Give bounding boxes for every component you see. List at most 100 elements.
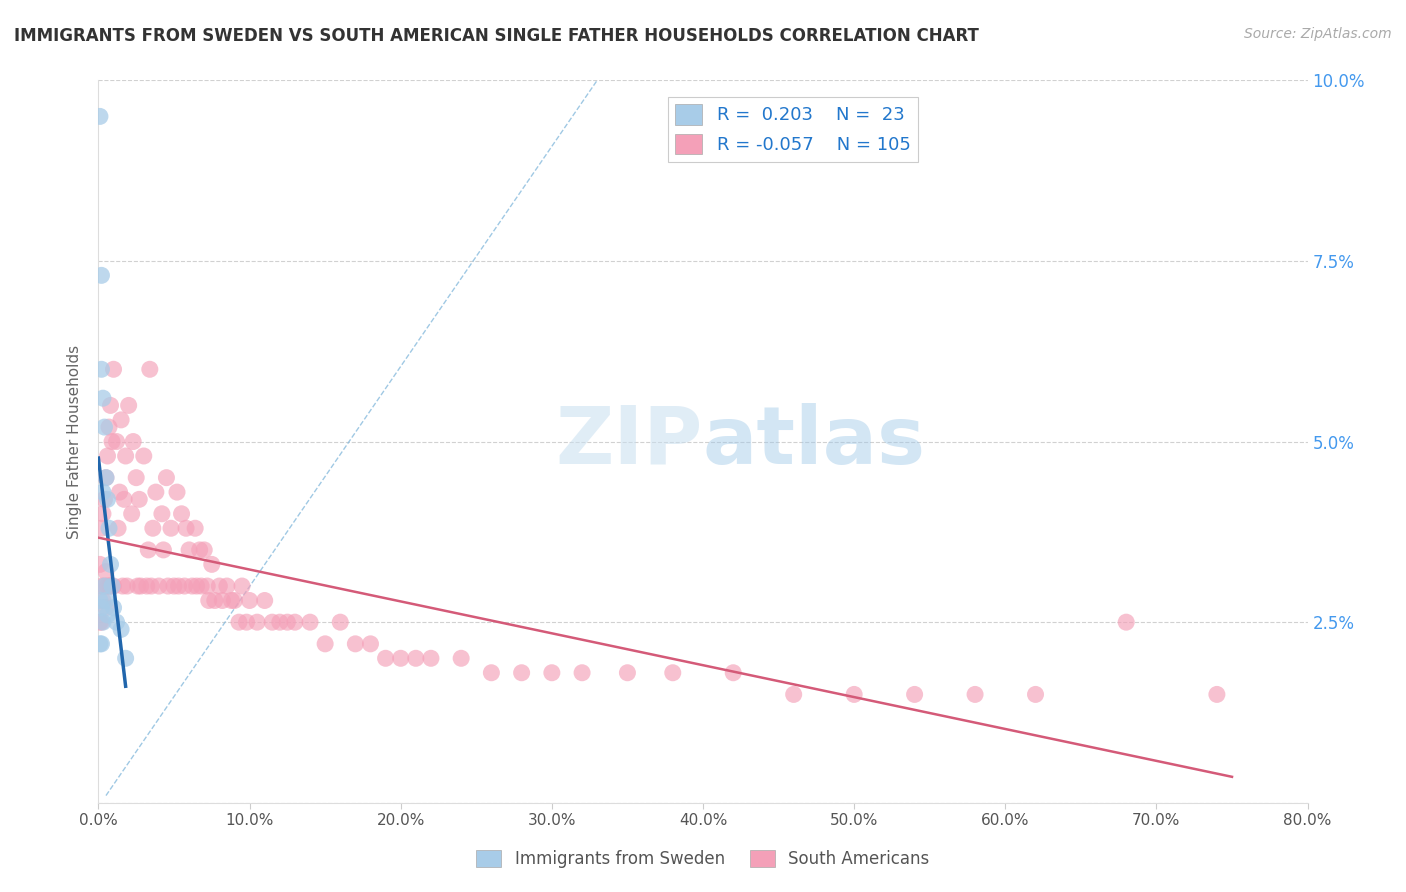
Point bbox=[616, 665, 638, 680]
Point bbox=[135, 579, 157, 593]
Point bbox=[163, 579, 186, 593]
Point bbox=[121, 507, 143, 521]
Text: atlas: atlas bbox=[703, 402, 927, 481]
Point bbox=[299, 615, 322, 630]
Point bbox=[193, 542, 215, 557]
Point bbox=[105, 615, 128, 630]
Point bbox=[173, 579, 195, 593]
Point bbox=[783, 687, 806, 701]
Point bbox=[228, 615, 250, 630]
Point bbox=[197, 593, 219, 607]
Point bbox=[174, 521, 197, 535]
Point bbox=[91, 391, 114, 405]
Point bbox=[141, 579, 163, 593]
Point bbox=[107, 521, 129, 535]
Point bbox=[100, 398, 122, 412]
Point bbox=[96, 579, 118, 593]
Point bbox=[105, 434, 128, 449]
Point bbox=[150, 507, 173, 521]
Point bbox=[114, 651, 136, 665]
Point bbox=[110, 413, 132, 427]
Point bbox=[115, 579, 138, 593]
Point bbox=[181, 579, 204, 593]
Legend: R =  0.203    N =  23, R = -0.057    N = 105: R = 0.203 N = 23, R = -0.057 N = 105 bbox=[668, 96, 918, 161]
Text: ZIP: ZIP bbox=[555, 402, 703, 481]
Point bbox=[103, 600, 125, 615]
Point bbox=[103, 362, 125, 376]
Point bbox=[571, 665, 593, 680]
Point bbox=[90, 521, 112, 535]
Point bbox=[284, 615, 307, 630]
Point bbox=[450, 651, 472, 665]
Point bbox=[94, 593, 117, 607]
Point bbox=[167, 579, 190, 593]
Point bbox=[98, 420, 121, 434]
Point bbox=[139, 362, 162, 376]
Point bbox=[661, 665, 683, 680]
Point bbox=[94, 600, 117, 615]
Point bbox=[262, 615, 284, 630]
Point bbox=[179, 542, 201, 557]
Point bbox=[98, 579, 121, 593]
Point bbox=[90, 579, 112, 593]
Point bbox=[90, 268, 112, 283]
Point bbox=[155, 471, 177, 485]
Point bbox=[90, 362, 112, 376]
Point bbox=[184, 521, 207, 535]
Point bbox=[96, 492, 118, 507]
Point bbox=[114, 449, 136, 463]
Point bbox=[90, 615, 112, 630]
Point bbox=[89, 637, 111, 651]
Point bbox=[128, 492, 150, 507]
Y-axis label: Single Father Households: Single Father Households bbox=[67, 344, 83, 539]
Point bbox=[231, 579, 253, 593]
Point bbox=[344, 637, 367, 651]
Text: Source: ZipAtlas.com: Source: ZipAtlas.com bbox=[1244, 27, 1392, 41]
Text: IMMIGRANTS FROM SWEDEN VS SOUTH AMERICAN SINGLE FATHER HOUSEHOLDS CORRELATION CH: IMMIGRANTS FROM SWEDEN VS SOUTH AMERICAN… bbox=[14, 27, 979, 45]
Point bbox=[89, 615, 111, 630]
Point bbox=[215, 579, 238, 593]
Point bbox=[269, 615, 291, 630]
Legend: Immigrants from Sweden, South Americans: Immigrants from Sweden, South Americans bbox=[470, 843, 936, 875]
Point bbox=[91, 485, 114, 500]
Point bbox=[389, 651, 412, 665]
Point bbox=[93, 579, 115, 593]
Point bbox=[360, 637, 382, 651]
Point bbox=[103, 579, 125, 593]
Point bbox=[94, 471, 117, 485]
Point bbox=[1206, 687, 1229, 701]
Point bbox=[224, 593, 246, 607]
Point bbox=[201, 558, 224, 572]
Point bbox=[93, 492, 115, 507]
Point bbox=[239, 593, 262, 607]
Point bbox=[90, 637, 112, 651]
Point bbox=[904, 687, 927, 701]
Point bbox=[208, 579, 231, 593]
Point bbox=[91, 615, 114, 630]
Point bbox=[101, 434, 124, 449]
Point bbox=[374, 651, 396, 665]
Point bbox=[90, 600, 112, 615]
Point bbox=[844, 687, 866, 701]
Point bbox=[94, 565, 117, 579]
Point bbox=[481, 665, 503, 680]
Point bbox=[129, 579, 152, 593]
Point bbox=[89, 558, 111, 572]
Point bbox=[723, 665, 745, 680]
Point bbox=[148, 579, 170, 593]
Point bbox=[110, 623, 132, 637]
Point bbox=[101, 579, 124, 593]
Point bbox=[965, 687, 987, 701]
Point bbox=[89, 593, 111, 607]
Point bbox=[118, 398, 141, 412]
Point bbox=[112, 492, 135, 507]
Point bbox=[122, 434, 145, 449]
Point bbox=[405, 651, 427, 665]
Point bbox=[190, 579, 212, 593]
Point bbox=[540, 665, 562, 680]
Point bbox=[91, 507, 114, 521]
Point bbox=[188, 542, 211, 557]
Point bbox=[111, 579, 134, 593]
Point bbox=[1024, 687, 1046, 701]
Point bbox=[246, 615, 269, 630]
